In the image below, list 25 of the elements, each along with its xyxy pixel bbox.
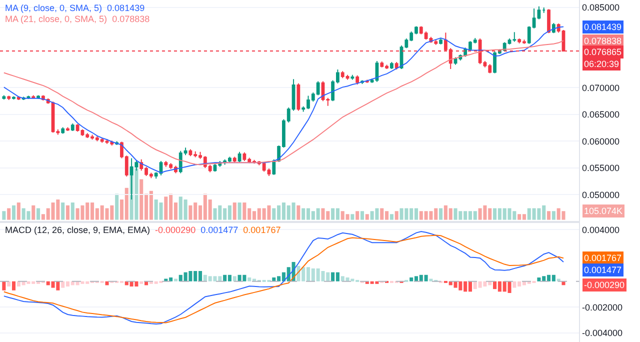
text: 0.001767 bbox=[584, 253, 622, 263]
annotation: -0.000290 bbox=[155, 225, 196, 235]
y-tick-label: 0.060000 bbox=[582, 136, 620, 146]
text: -0.000290 bbox=[584, 280, 625, 290]
text: MA (9, close, 0, SMA, 5) bbox=[5, 3, 102, 13]
annotation: 0.081439 bbox=[107, 3, 145, 13]
text: 105.074K bbox=[584, 206, 623, 216]
y-tick-label: 0.085000 bbox=[582, 2, 620, 13]
chart-title: MACD (12, 26, close, 9, EMA, EMA) bbox=[5, 225, 150, 235]
y-tick-label: 0.070000 bbox=[582, 82, 620, 93]
text: 06:20:39 bbox=[584, 59, 620, 69]
y-tick-label: 0.004000 bbox=[582, 224, 620, 235]
annotation: 0.078838 bbox=[112, 14, 150, 24]
y-tick-label: -0.002000 bbox=[582, 302, 623, 312]
y-tick-label: -0.004000 bbox=[582, 328, 623, 338]
y-tick-label: 0.055000 bbox=[582, 163, 620, 174]
y-tick-label: 0.065000 bbox=[582, 110, 620, 120]
text: MA (21, close, 0, SMA, 5) bbox=[5, 14, 108, 24]
y-tick-label: 0.050000 bbox=[582, 190, 620, 200]
text: 0.001477 bbox=[584, 265, 622, 275]
text: 0.076865 bbox=[584, 47, 622, 57]
annotation: 0.001477 bbox=[200, 225, 238, 235]
text: 0.078838 bbox=[584, 36, 622, 46]
text: 0.081439 bbox=[584, 22, 622, 32]
annotation: 0.001767 bbox=[243, 225, 281, 235]
